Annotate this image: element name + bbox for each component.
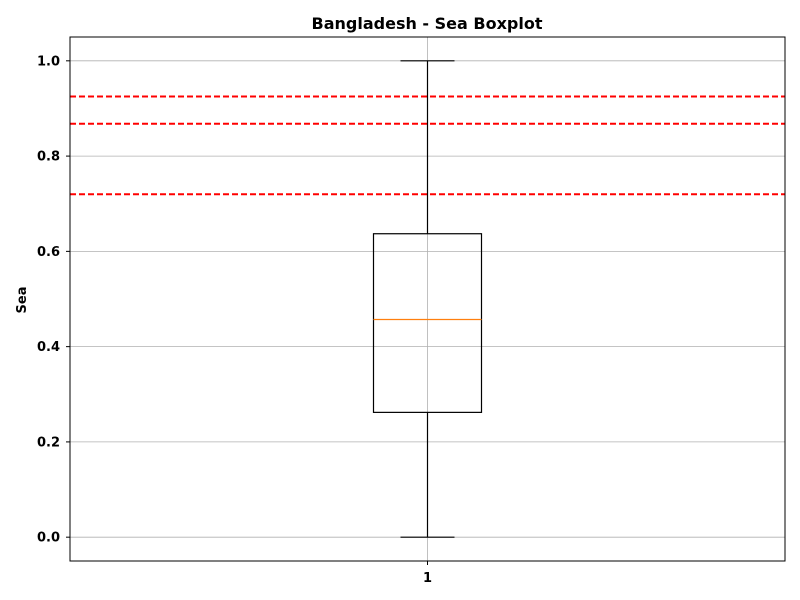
y-tick-label: 1.0 [37, 54, 60, 69]
y-axis-label: Sea [15, 287, 30, 314]
x-tick-label: 1 [423, 571, 432, 586]
y-tick-label: 0.2 [37, 435, 60, 450]
x-axis: 1 [423, 561, 432, 586]
y-tick-label: 0.0 [37, 531, 60, 546]
chart-title: Bangladesh - Sea Boxplot [312, 14, 543, 33]
reference-lines [70, 95, 785, 196]
y-tick-label: 0.6 [37, 245, 60, 260]
box-iqr [372, 233, 483, 413]
y-tick-label: 0.4 [37, 340, 60, 355]
boxplot [372, 60, 483, 538]
y-axis: 0.0 0.2 0.4 0.6 0.8 1.0 [37, 54, 70, 546]
y-tick-label: 0.8 [37, 150, 60, 165]
